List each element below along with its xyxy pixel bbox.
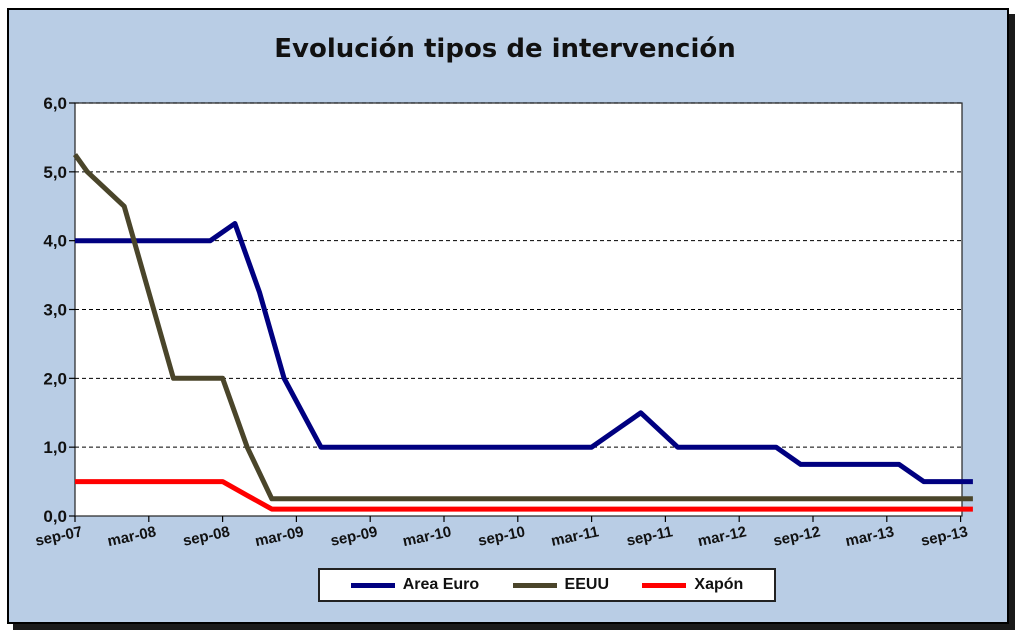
x-tick-label: sep-11 (625, 523, 674, 549)
legend: Area Euro EEUU Xapón (318, 568, 776, 602)
legend-swatch-area-euro (350, 582, 395, 588)
x-tick-label: sep-13 (919, 523, 969, 550)
y-tick-label: 0,0 (43, 507, 67, 526)
x-tick-label: mar-13 (844, 523, 896, 550)
series-line-eeuu (72, 153, 973, 502)
legend-item-xapon: Xapón (642, 576, 743, 594)
legend-label-area-euro: Area Euro (402, 576, 480, 593)
legend-item-eeuu: EEUU (512, 576, 609, 594)
legend-label-eeuu: EEUU (564, 576, 609, 593)
y-tick-label: 1,0 (43, 438, 67, 457)
legend-label-xapon: Xapón (694, 576, 744, 593)
y-tick-label: 5,0 (43, 163, 67, 182)
x-tick-label: sep-10 (477, 523, 527, 550)
x-tick-label: mar-12 (696, 523, 748, 550)
x-tick-label: mar-10 (401, 523, 453, 550)
x-tick-label: mar-08 (106, 523, 158, 550)
legend-swatch-eeuu (512, 582, 557, 588)
x-tick-label: sep-07 (34, 523, 84, 550)
x-tick-label: sep-08 (181, 523, 231, 550)
y-tick-label: 6,0 (43, 94, 67, 113)
y-tick-label: 3,0 (43, 301, 67, 320)
x-tick-label: mar-11 (550, 523, 601, 550)
series-line-xapn (75, 479, 973, 512)
y-tick-label: 2,0 (43, 369, 67, 388)
x-tick-label: mar-09 (254, 523, 306, 550)
series-line-area-euro (75, 221, 973, 485)
chart-title: Evolución tipos de intervención (274, 34, 736, 64)
x-tick-label: sep-09 (329, 523, 379, 550)
legend-item-area-euro: Area Euro (350, 576, 480, 594)
y-tick-label: 4,0 (43, 232, 67, 251)
legend-swatch-xapon (642, 582, 687, 588)
x-tick-label: sep-12 (772, 523, 822, 550)
